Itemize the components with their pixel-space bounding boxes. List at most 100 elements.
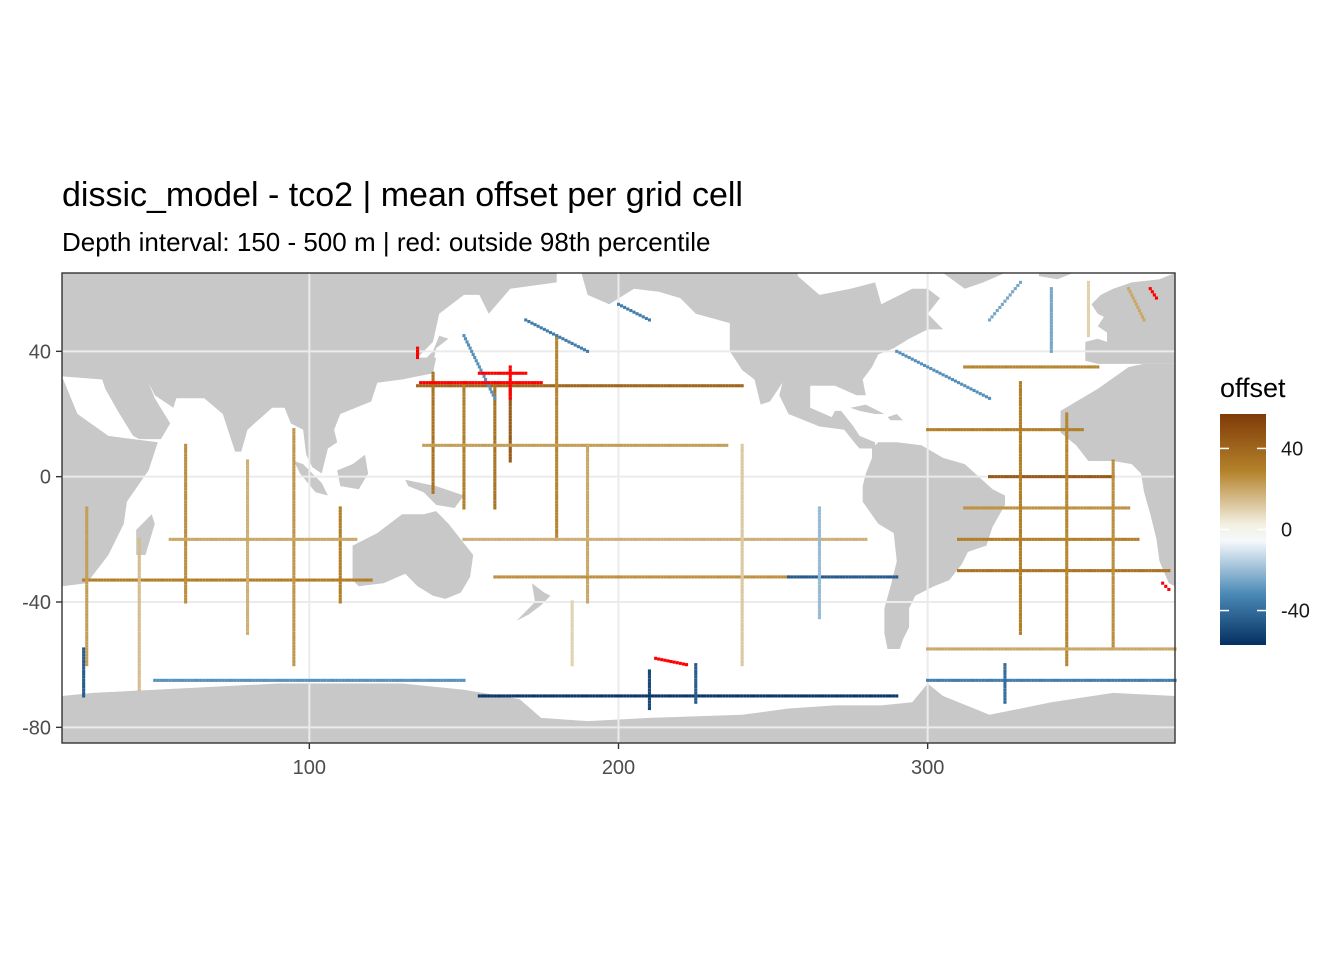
outlier-cell <box>657 657 661 661</box>
offset-cell <box>700 575 704 579</box>
offset-cell <box>332 678 336 682</box>
outlier-cell <box>434 381 438 385</box>
offset-cell <box>202 578 206 582</box>
offset-cell <box>292 619 296 623</box>
offset-cell <box>1025 537 1029 541</box>
offset-cell <box>978 569 982 573</box>
offset-cell <box>258 537 262 541</box>
offset-cell <box>799 694 803 698</box>
offset-cell <box>548 575 552 579</box>
offset-cell <box>666 443 670 447</box>
offset-cell <box>184 550 188 554</box>
offset-cell <box>579 537 583 541</box>
offset-cell <box>453 678 457 682</box>
offset-cell <box>317 537 321 541</box>
offset-cell <box>576 384 580 388</box>
offset-cell <box>669 384 673 388</box>
offset-cell <box>586 478 590 482</box>
offset-cell <box>669 694 673 698</box>
offset-cell <box>1105 506 1109 510</box>
offset-cell <box>981 506 985 510</box>
offset-cell <box>647 681 651 685</box>
offset-cell <box>589 575 593 579</box>
offset-cell <box>1015 475 1019 479</box>
offset-cell <box>555 346 559 350</box>
offset-cell <box>629 443 633 447</box>
offset-cell <box>1009 569 1013 573</box>
offset-cell <box>740 503 744 507</box>
offset-cell <box>1077 647 1081 651</box>
offset-cell <box>694 681 698 685</box>
offset-cell <box>323 578 327 582</box>
offset-cell <box>434 443 438 447</box>
offset-cell <box>926 678 930 682</box>
offset-cell <box>205 537 209 541</box>
offset-cell <box>567 575 571 579</box>
offset-cell <box>1154 569 1158 573</box>
offset-cell <box>1074 475 1078 479</box>
offset-cell <box>586 384 590 388</box>
offset-cell <box>555 519 559 523</box>
offset-cell <box>85 562 89 566</box>
offset-cell <box>292 497 296 501</box>
offset-cell <box>697 443 701 447</box>
offset-cell <box>953 647 957 651</box>
offset-cell <box>1111 581 1115 585</box>
offset-cell <box>190 578 194 582</box>
outlier-cell <box>431 381 435 385</box>
offset-cell <box>1018 443 1022 447</box>
offset-cell <box>944 428 948 432</box>
offset-cell <box>431 487 435 491</box>
offset-cell <box>586 465 590 469</box>
offset-cell <box>555 431 559 435</box>
offset-cell <box>991 365 995 369</box>
offset-cell <box>582 694 586 698</box>
offset-cell <box>740 512 744 516</box>
offset-cell <box>431 412 435 416</box>
offset-cell <box>1083 678 1087 682</box>
offset-cell <box>997 569 1001 573</box>
offset-cell <box>740 628 744 632</box>
offset-cell <box>292 562 296 566</box>
offset-cell <box>304 578 308 582</box>
offset-cell <box>493 500 497 504</box>
offset-cell <box>425 678 429 682</box>
offset-cell <box>1049 506 1053 510</box>
offset-cell <box>171 578 175 582</box>
offset-cell <box>663 694 667 698</box>
offset-cell <box>991 428 995 432</box>
offset-cell <box>623 694 627 698</box>
offset-cell <box>1086 334 1090 338</box>
offset-cell <box>85 631 89 635</box>
offset-cell <box>490 537 494 541</box>
offset-cell <box>558 694 562 698</box>
offset-cell <box>839 575 843 579</box>
offset-cell <box>338 572 342 576</box>
offset-cell <box>1018 481 1022 485</box>
offset-cell <box>1065 487 1069 491</box>
offset-cell <box>1062 678 1066 682</box>
offset-cell <box>366 678 370 682</box>
outlier-cell <box>524 381 528 385</box>
offset-cell <box>1018 509 1022 513</box>
offset-cell <box>777 537 781 541</box>
offset-cell <box>817 609 821 613</box>
offset-cell <box>1059 678 1063 682</box>
offset-cell <box>1111 547 1115 551</box>
offset-cell <box>620 384 624 388</box>
offset-cell <box>1049 334 1053 338</box>
offset-cell <box>1065 537 1069 541</box>
offset-cell <box>555 522 559 526</box>
offset-cell <box>137 688 141 692</box>
offset-cell <box>514 575 518 579</box>
offset-cell <box>252 537 256 541</box>
offset-cell <box>431 418 435 422</box>
offset-cell <box>913 359 917 363</box>
offset-cell <box>570 660 574 664</box>
offset-cell <box>740 638 744 642</box>
offset-cell <box>1000 428 1004 432</box>
offset-cell <box>1049 296 1053 300</box>
offset-cell <box>1028 678 1032 682</box>
offset-cell <box>570 644 574 648</box>
offset-cell <box>1111 562 1115 566</box>
